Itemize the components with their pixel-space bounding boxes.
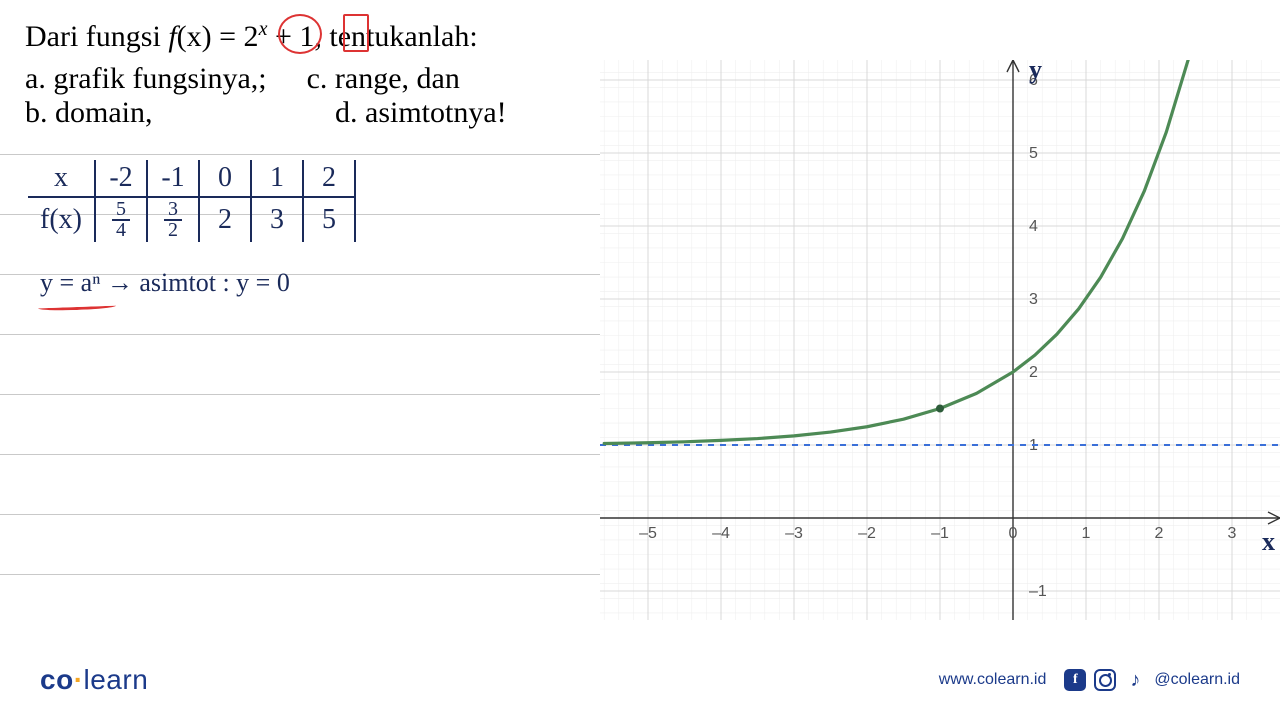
- svg-text:3: 3: [1228, 525, 1237, 542]
- social-handle: @colearn.id: [1154, 671, 1240, 689]
- value-table: x-2-1012f(x)5432235: [28, 160, 356, 242]
- svg-text:3: 3: [1029, 291, 1038, 308]
- svg-text:x: x: [1262, 527, 1275, 556]
- graph: –5–4–3–2–10123–1123456yx: [600, 60, 1280, 620]
- svg-text:–1: –1: [931, 525, 949, 542]
- svg-text:0: 0: [1009, 525, 1018, 542]
- svg-text:2: 2: [1029, 364, 1038, 381]
- sub-questions: a. grafik fungsinya,; c. range, dan b. d…: [25, 62, 585, 130]
- item-c: c. range, dan: [307, 62, 460, 96]
- footer-right: www.colearn.id f ♪ @colearn.id: [939, 669, 1240, 691]
- svg-text:–2: –2: [858, 525, 876, 542]
- footer: co·learn www.colearn.id f ♪ @colearn.id: [0, 660, 1280, 700]
- footer-url: www.colearn.id: [939, 671, 1047, 689]
- plus-const: + 1,: [267, 20, 329, 53]
- question-prefix: Dari fungsi: [25, 20, 168, 53]
- question-block: Dari fungsi f(x) = 2x + 1, tentukanlah: …: [25, 18, 585, 130]
- asymptote-note: y = aⁿ → asimtot : y = 0: [40, 268, 290, 298]
- question-main: Dari fungsi f(x) = 2x + 1, tentukanlah:: [25, 18, 585, 54]
- svg-text:5: 5: [1029, 145, 1038, 162]
- svg-text:–3: –3: [785, 525, 803, 542]
- logo-pre: co: [40, 664, 74, 695]
- tiktok-icon: ♪: [1124, 669, 1146, 691]
- item-d: d. asimtotnya!: [335, 96, 507, 130]
- question-trailing: tentukanlah:: [329, 20, 477, 53]
- item-b: b. domain,: [25, 96, 295, 130]
- function-f: f: [168, 20, 176, 53]
- logo: co·learn: [40, 664, 148, 696]
- facebook-icon: f: [1064, 669, 1086, 691]
- logo-post: learn: [84, 664, 149, 695]
- svg-text:1: 1: [1082, 525, 1091, 542]
- item-a: a. grafik fungsinya,;: [25, 62, 267, 96]
- svg-text:4: 4: [1029, 218, 1038, 235]
- instagram-icon: [1094, 669, 1116, 691]
- svg-text:2: 2: [1155, 525, 1164, 542]
- social-icons: f ♪ @colearn.id: [1064, 669, 1240, 691]
- svg-text:y: y: [1029, 60, 1042, 84]
- function-arg: (x) = 2: [177, 20, 259, 53]
- svg-text:–1: –1: [1029, 583, 1047, 600]
- svg-text:–5: –5: [639, 525, 657, 542]
- svg-text:–4: –4: [712, 525, 730, 542]
